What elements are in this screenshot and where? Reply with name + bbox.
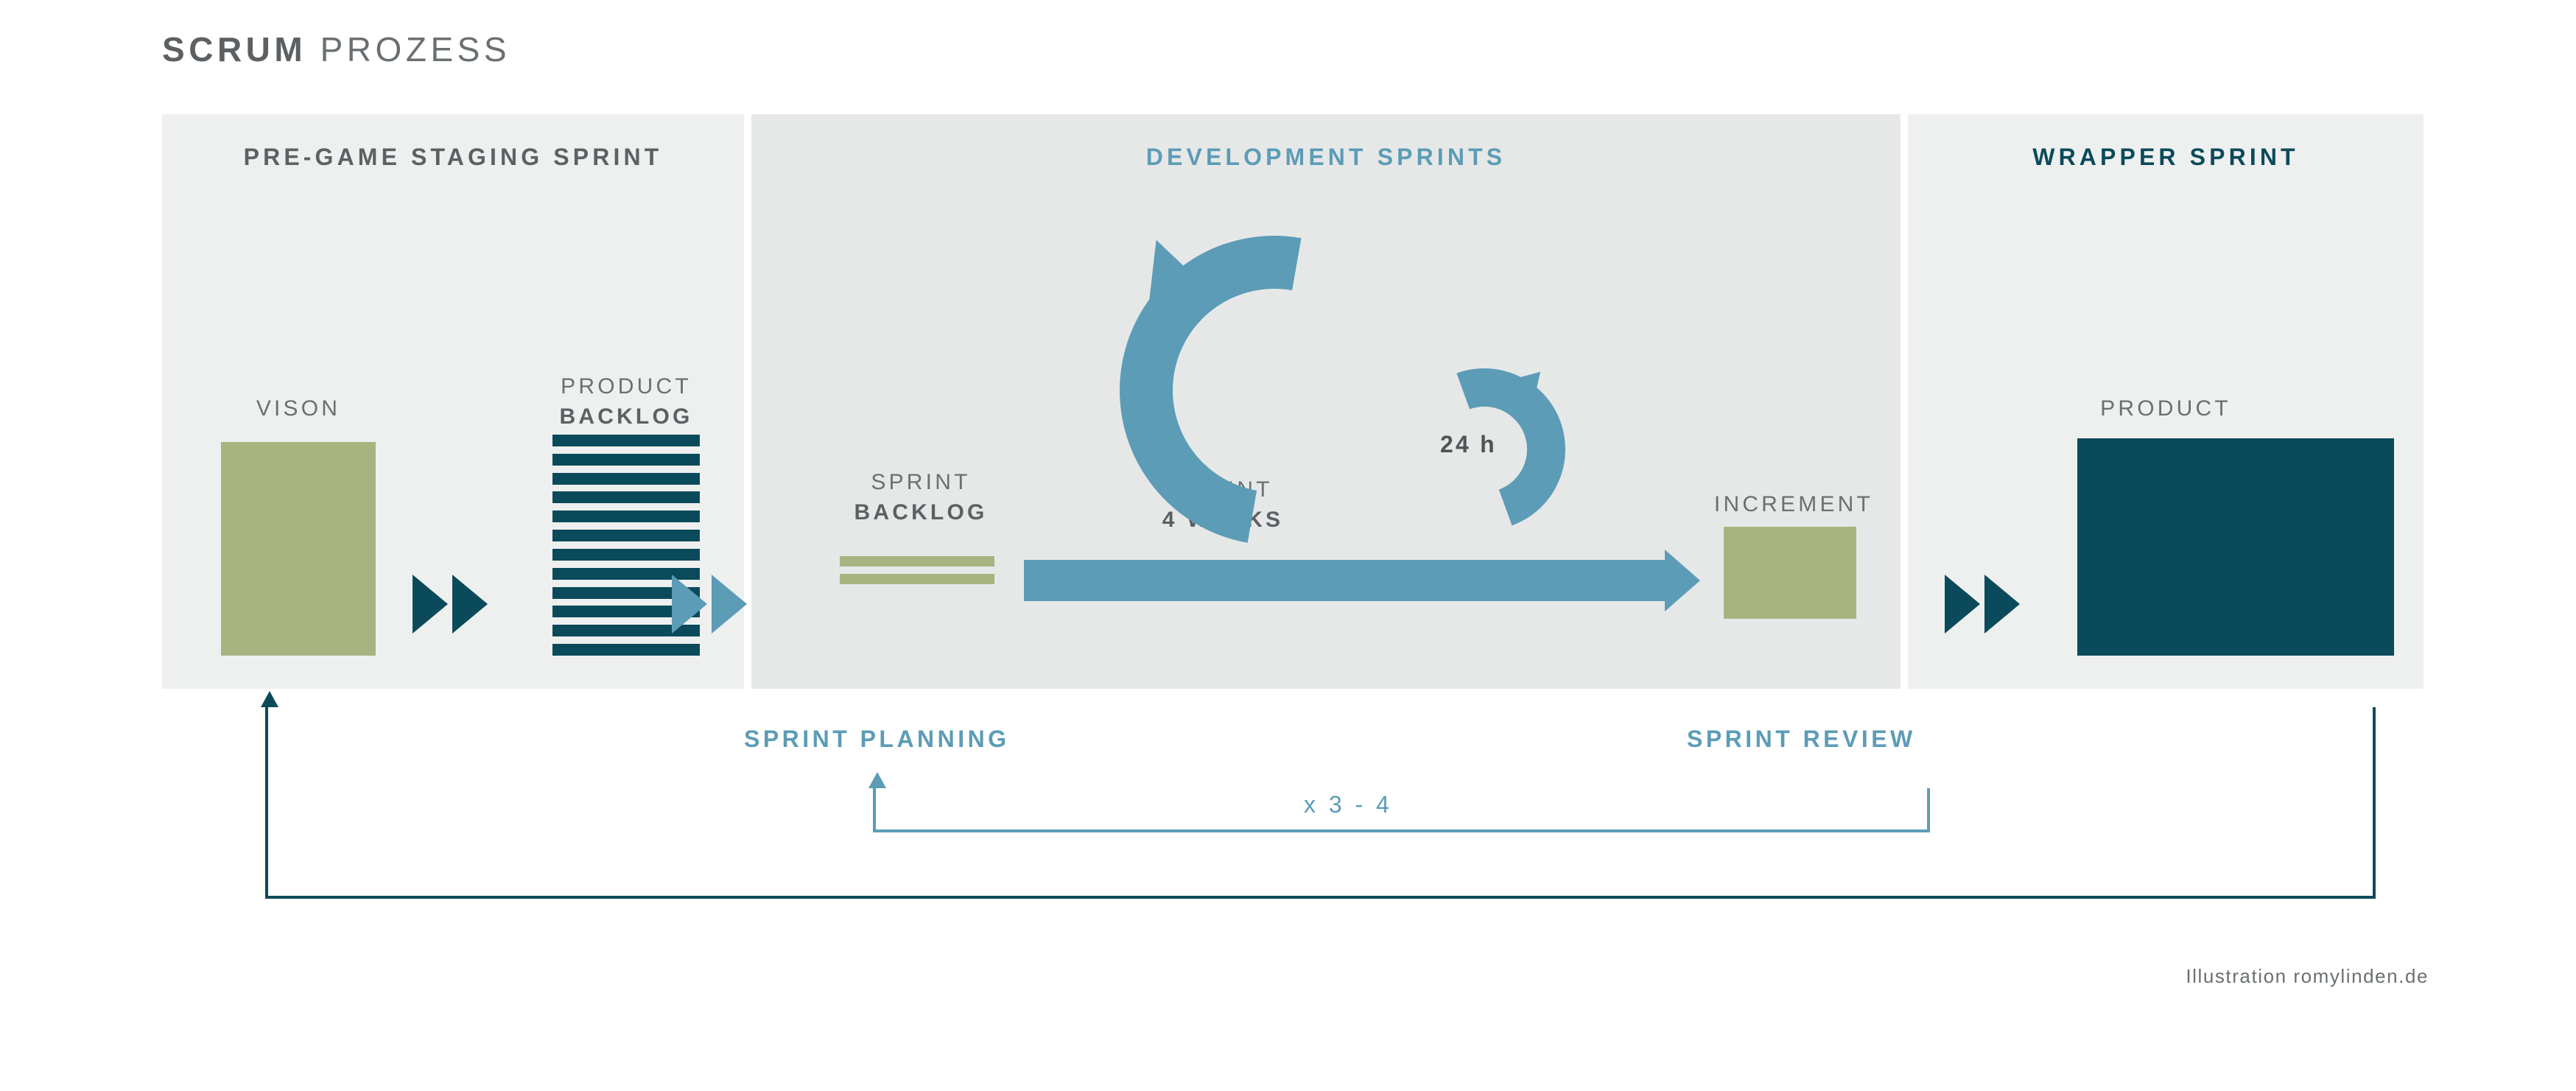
outer-feedback-arrow-icon	[265, 707, 2376, 899]
backlog-line-icon	[552, 435, 700, 446]
triangle-right-icon	[452, 575, 488, 634]
product-label: PRODUCT	[1908, 394, 2424, 424]
backlog-line-icon	[552, 511, 700, 522]
triangle-right-icon	[413, 575, 448, 634]
backlog-line-icon	[552, 454, 700, 466]
title-rest: PROZESS	[320, 30, 510, 69]
scrum-diagram: SCRUM PROZESS PRE-GAME STAGING SPRINT VI…	[0, 0, 2576, 1091]
sprint-backlog-icon	[840, 556, 994, 584]
pb-bold: BACKLOG	[559, 404, 692, 429]
triangle-right-icon	[672, 575, 707, 634]
illustration-credit: Illustration romylinden.de	[2186, 965, 2429, 988]
increment-label: INCREMENT	[1698, 490, 1889, 520]
panel-pregame-title: PRE-GAME STAGING SPRINT	[162, 144, 744, 171]
sprint-loop-icon	[1059, 175, 1490, 606]
panel-wrapper: WRAPPER SPRINT PRODUCT	[1908, 114, 2424, 689]
panel-development: DEVELOPMENT SPRINTS SPRINT BACKLOG SPRIN…	[751, 114, 1901, 689]
arrows-into-wrap-icon	[1945, 575, 2020, 634]
backlog-line-icon	[552, 473, 700, 485]
increment-block-icon	[1724, 527, 1856, 619]
sb-top: SPRINT	[871, 470, 970, 494]
backlog-line-icon	[552, 644, 700, 656]
sprint-backlog-line-icon	[840, 574, 994, 584]
pb-top: PRODUCT	[561, 374, 692, 399]
sprint-backlog-label: SPRINT BACKLOG	[832, 468, 1009, 527]
sprint-backlog-line-icon	[840, 556, 994, 566]
triangle-right-icon	[1945, 575, 1980, 634]
vison-label: VISON	[221, 394, 376, 424]
sb-bold: BACKLOG	[854, 500, 987, 525]
flow-arrow-icon	[1024, 560, 1665, 601]
product-block-icon	[2077, 438, 2394, 656]
triangle-right-icon	[1984, 575, 2020, 634]
panel-pregame: PRE-GAME STAGING SPRINT VISON PRODUCT BA…	[162, 114, 744, 689]
panel-wrap-title: WRAPPER SPRINT	[1908, 144, 2424, 171]
backlog-line-icon	[552, 491, 700, 503]
daily-24h-label: 24 h	[1440, 431, 1497, 458]
arrows-into-dev-icon	[672, 575, 747, 634]
triangle-right-icon	[712, 575, 747, 634]
page-title: SCRUM PROZESS	[162, 29, 510, 69]
panel-dev-title: DEVELOPMENT SPRINTS	[751, 144, 1901, 171]
vison-block-icon	[221, 442, 376, 656]
product-backlog-label: PRODUCT BACKLOG	[545, 372, 707, 432]
backlog-line-icon	[552, 549, 700, 561]
arrows-pre-icon	[413, 575, 488, 634]
title-bold: SCRUM	[162, 30, 306, 69]
panels-row: PRE-GAME STAGING SPRINT VISON PRODUCT BA…	[162, 114, 2424, 689]
backlog-line-icon	[552, 530, 700, 541]
